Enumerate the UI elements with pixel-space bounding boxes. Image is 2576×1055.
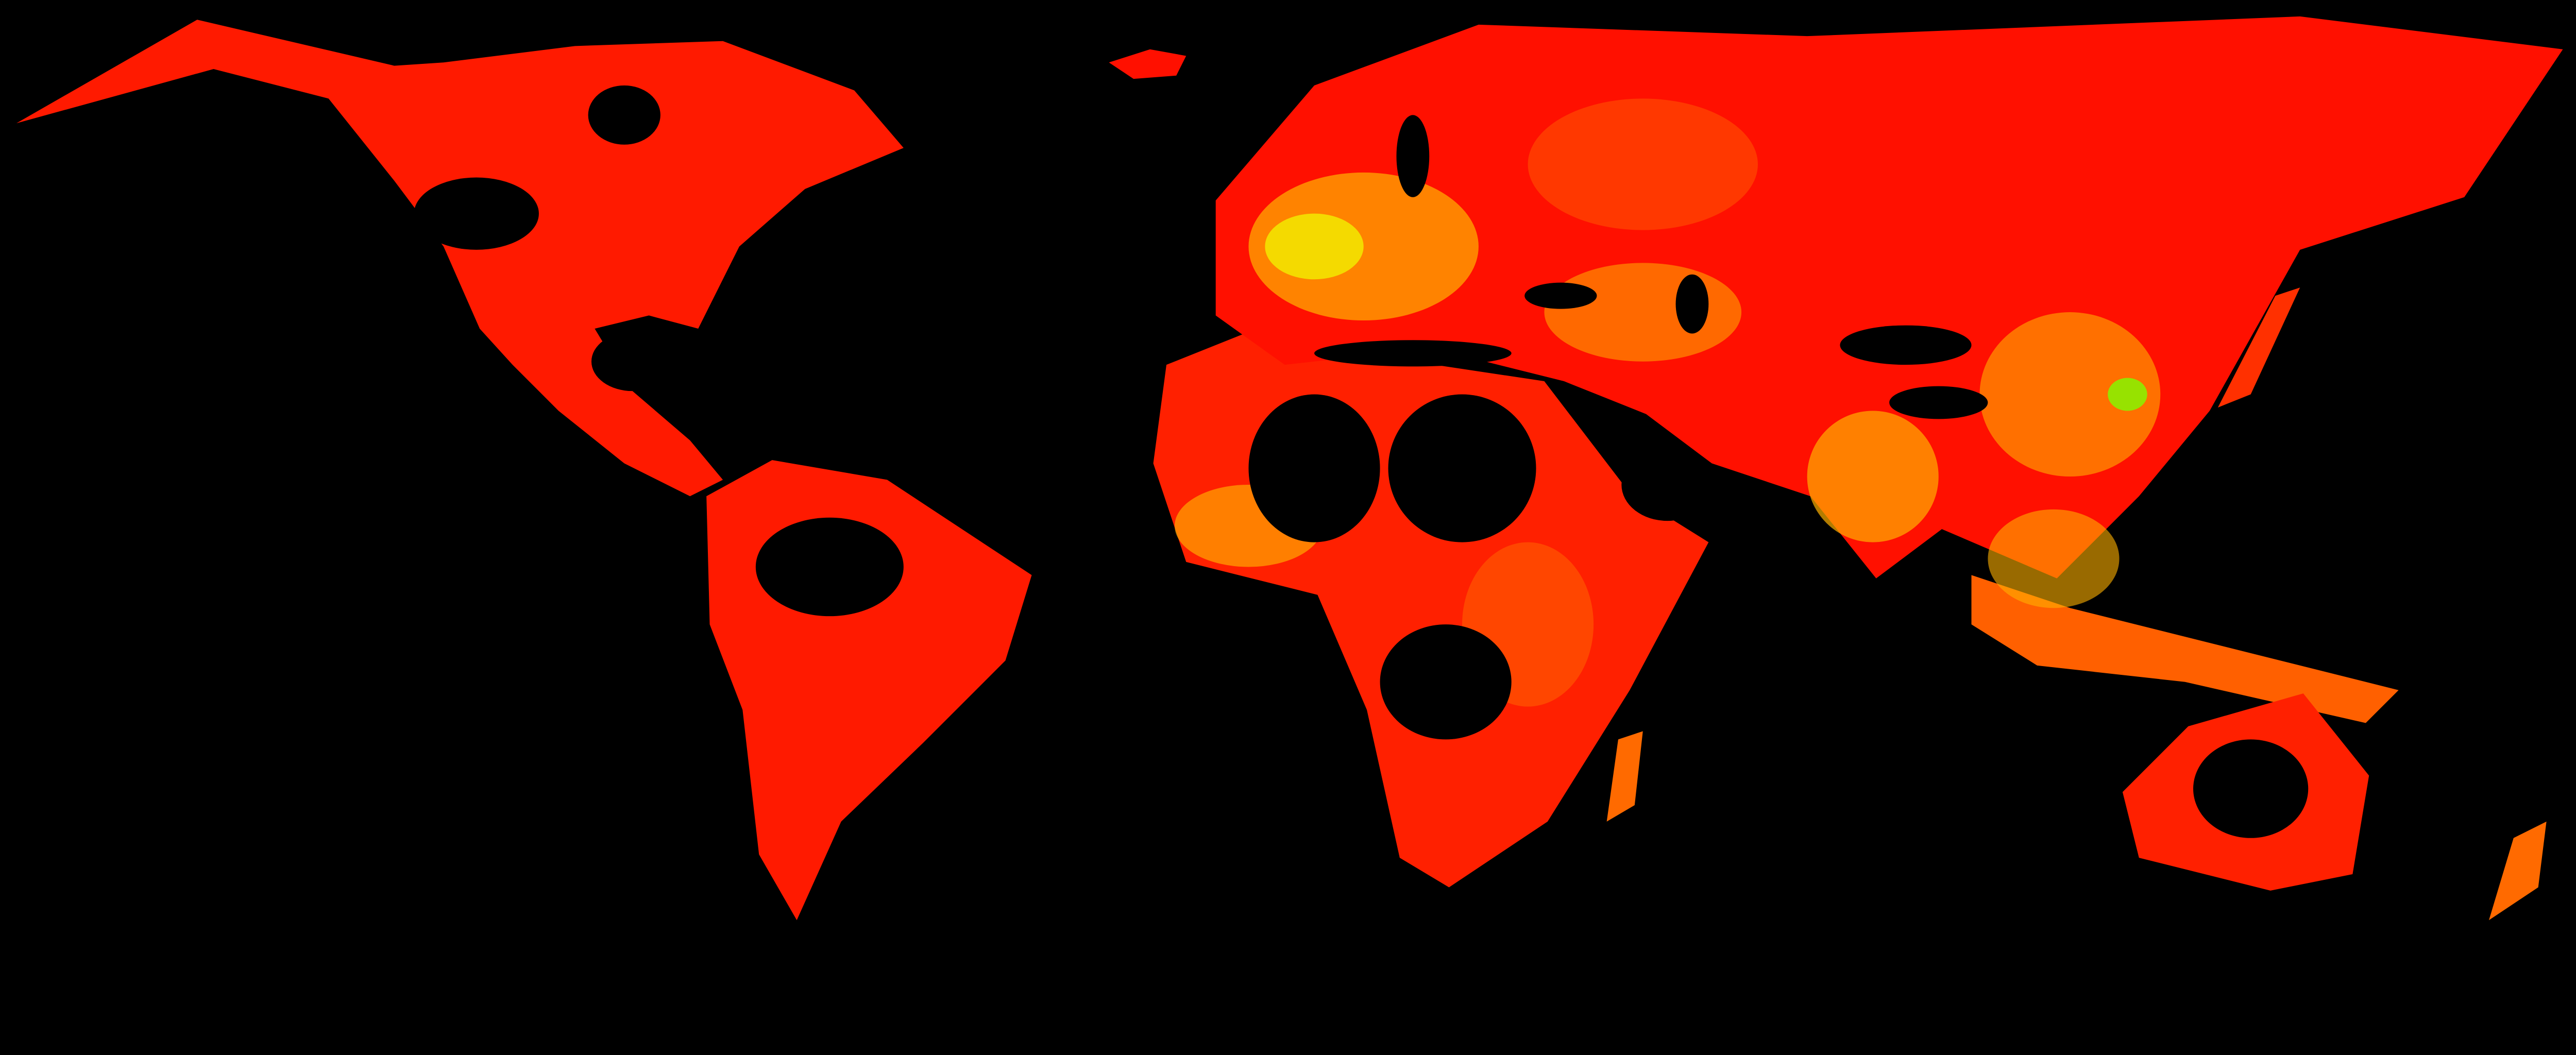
gulf-of-mexico-no-data bbox=[591, 332, 674, 392]
regional-variation-overlay bbox=[1174, 98, 2161, 707]
arabia-no-data bbox=[1621, 448, 1714, 521]
congo-no-data bbox=[1380, 624, 1512, 740]
black-sea-no-data bbox=[1524, 282, 1597, 309]
region-madagascar bbox=[1606, 731, 1643, 822]
russia-overlay bbox=[1528, 98, 1758, 230]
caspian-no-data bbox=[1675, 274, 1709, 334]
southeast-asia-overlay bbox=[1988, 509, 2120, 608]
world-choropleth-map bbox=[16, 16, 2563, 921]
australia-interior-no-data bbox=[2193, 739, 2309, 838]
sahara-west-no-data bbox=[1248, 394, 1380, 542]
sahara-east-no-data bbox=[1388, 394, 1536, 542]
amazon-no-data bbox=[755, 517, 904, 617]
baltic-no-data bbox=[1396, 115, 1430, 197]
western-asia-overlay bbox=[1544, 263, 1742, 362]
tibet-no-data bbox=[1889, 386, 1988, 419]
region-japan bbox=[2217, 287, 2300, 408]
region-new-zealand bbox=[2488, 821, 2547, 921]
china-overlay bbox=[1979, 312, 2161, 477]
china-hotspot bbox=[2108, 378, 2147, 411]
hudson-bay-no-data bbox=[588, 85, 660, 145]
region-indonesia bbox=[1971, 575, 2399, 723]
map-container bbox=[16, 16, 2563, 921]
no-data-areas bbox=[414, 85, 2309, 838]
canada-no-data bbox=[414, 177, 539, 250]
region-north-america bbox=[16, 20, 904, 497]
europe-hotspot bbox=[1265, 213, 1364, 280]
india-overlay bbox=[1807, 411, 1939, 542]
region-greenland bbox=[1109, 49, 1187, 79]
central-asia-no-data bbox=[1840, 325, 1972, 365]
mediterranean-no-data bbox=[1314, 340, 1512, 367]
